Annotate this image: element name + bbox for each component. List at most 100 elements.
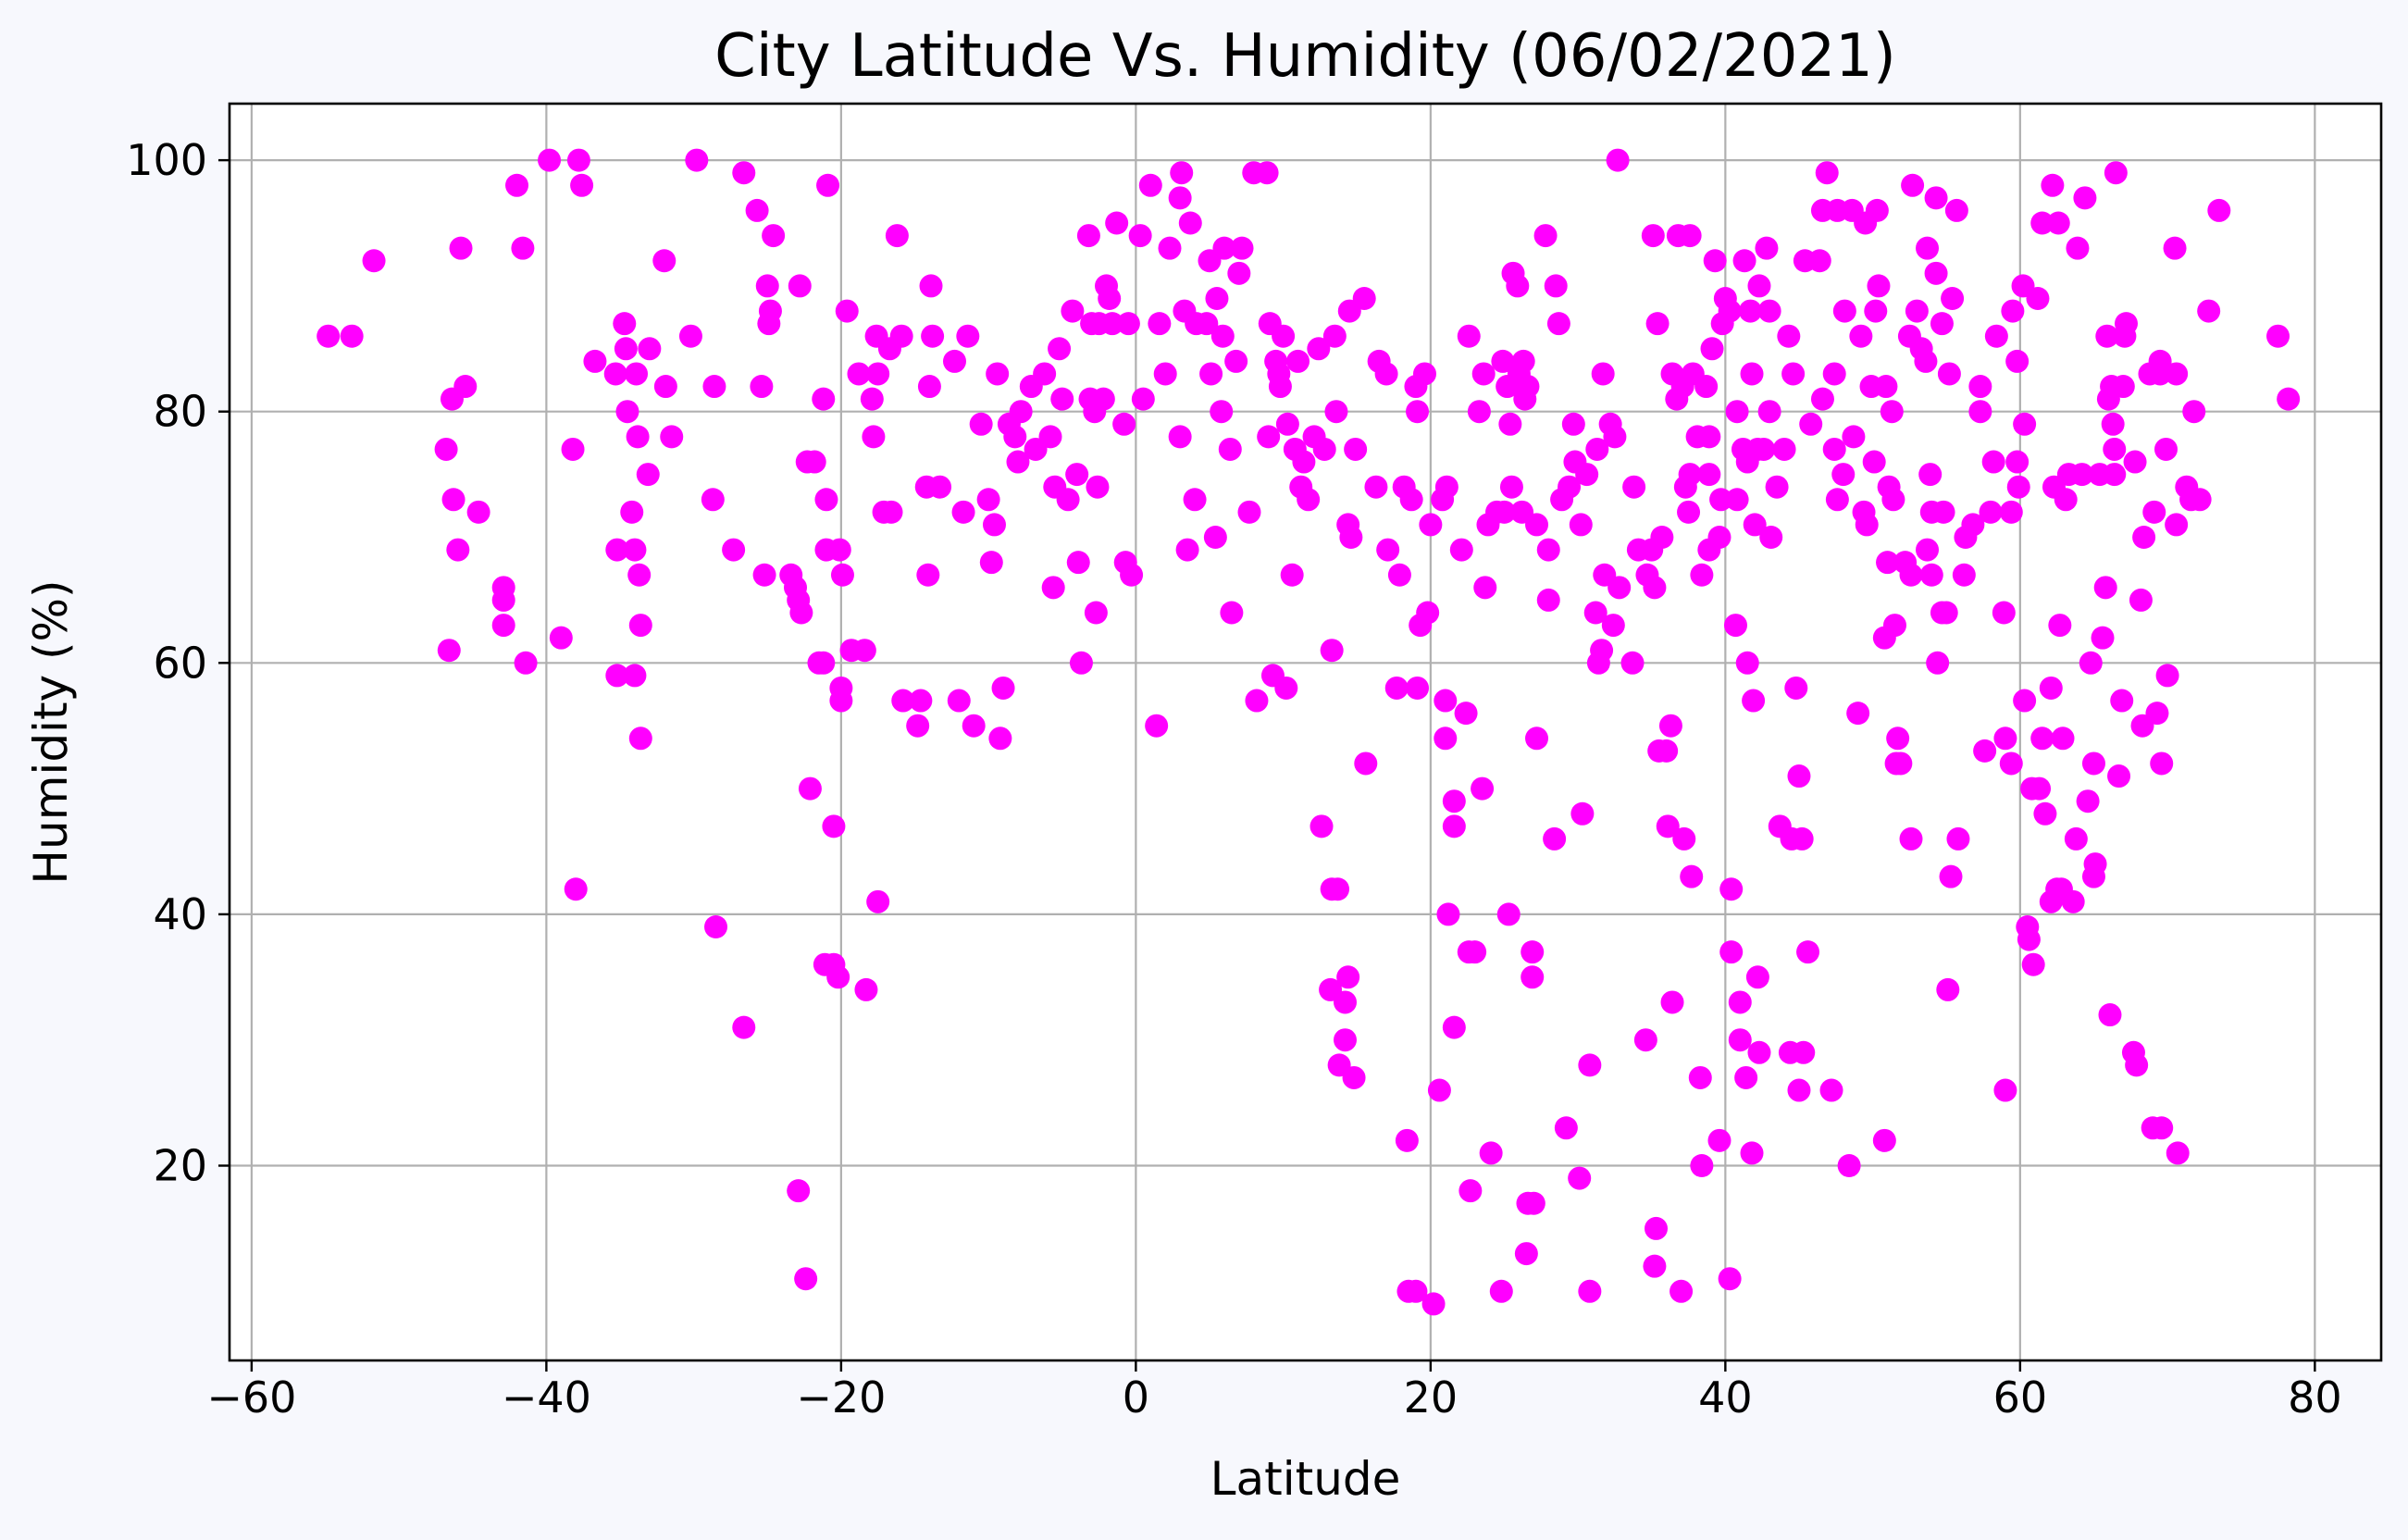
data-point (1601, 614, 1625, 638)
data-point (1297, 488, 1321, 512)
data-point (2048, 614, 2072, 638)
data-point (1690, 1154, 1714, 1178)
data-point (822, 814, 846, 838)
data-point (1436, 902, 1460, 926)
data-point (1227, 261, 1251, 285)
data-point (625, 362, 649, 386)
data-point (2150, 751, 2174, 776)
data-point (2013, 412, 2037, 436)
data-point (549, 626, 573, 650)
data-point (1499, 475, 1523, 499)
data-point (1506, 274, 1530, 298)
data-point (1979, 500, 2003, 524)
data-point (1326, 877, 1350, 901)
y-tick-label: 60 (153, 638, 207, 688)
data-point (583, 349, 607, 373)
data-point (1916, 538, 1940, 562)
data-point (2110, 689, 2134, 713)
data-point (1570, 801, 1595, 826)
data-point (2001, 299, 2025, 323)
data-point (1257, 425, 1281, 449)
data-point (1009, 400, 1033, 424)
data-point (1406, 400, 1430, 424)
data-point (453, 375, 478, 399)
data-point (660, 425, 684, 449)
data-point (441, 488, 465, 512)
data-point (1292, 450, 1316, 474)
data-point (1354, 751, 1378, 776)
data-points (317, 148, 2301, 1316)
data-point (1725, 400, 1749, 424)
data-point (829, 689, 853, 713)
data-point (1138, 173, 1162, 197)
data-point (1747, 1040, 1771, 1064)
data-point (1525, 727, 1549, 751)
data-point (1740, 1141, 1764, 1165)
data-point (928, 475, 952, 499)
data-point (449, 236, 473, 260)
data-point (789, 601, 813, 625)
data-point (1280, 563, 1304, 587)
data-point (2150, 1116, 2174, 1140)
data-point (1178, 211, 1202, 235)
data-point (2066, 236, 2090, 260)
data-point (1006, 450, 1030, 474)
data-point (511, 236, 535, 260)
data-point (826, 965, 850, 989)
data-point (1498, 412, 1522, 436)
data-point (1846, 702, 1870, 726)
data-point (758, 299, 782, 323)
data-point (1787, 1078, 1811, 1102)
data-point (2030, 727, 2054, 751)
data-point (1116, 312, 1140, 336)
data-point (2148, 362, 2172, 386)
data-point (1050, 387, 1074, 411)
data-point (1946, 826, 1970, 851)
data-point (847, 362, 871, 386)
data-point (1832, 299, 1856, 323)
data-point (1752, 437, 1776, 461)
data-point (812, 651, 836, 675)
data-point (1660, 990, 1684, 1014)
data-point (1755, 236, 1779, 260)
data-point (787, 1179, 811, 1203)
data-point (702, 375, 726, 399)
data-point (1434, 727, 1458, 751)
data-point (2101, 412, 2125, 436)
data-point (1880, 400, 1904, 424)
data-point (976, 488, 1000, 512)
data-point (1585, 437, 1609, 461)
data-point (1876, 551, 1900, 575)
data-point (1993, 727, 2017, 751)
data-point (1076, 224, 1100, 248)
data-point (1352, 286, 1376, 310)
data-point (1516, 375, 1540, 399)
data-point (1728, 1028, 1752, 1052)
data-point (1677, 500, 1701, 524)
data-point (1098, 286, 1122, 310)
data-point (1449, 538, 1473, 562)
data-point (1607, 576, 1632, 600)
data-point (1984, 324, 2008, 348)
data-point (1740, 362, 1764, 386)
data-point (678, 324, 702, 348)
data-point (1961, 513, 1985, 537)
data-point (1471, 362, 1496, 386)
data-point (340, 324, 364, 348)
data-point (1747, 274, 1771, 298)
data-point (1799, 412, 1823, 436)
x-axis-label: Latitude (1210, 1452, 1401, 1506)
data-point (2123, 450, 2147, 474)
data-point (2013, 689, 2037, 713)
data-point (1709, 488, 1733, 512)
data-point (1914, 349, 1938, 373)
data-point (762, 224, 786, 248)
data-point (2064, 826, 2088, 851)
data-point (446, 538, 470, 562)
data-point (991, 676, 1015, 700)
data-point (1041, 576, 1065, 600)
data-point (866, 889, 890, 913)
data-point (1622, 475, 1646, 499)
data-point (1700, 337, 1724, 361)
data-point (1218, 437, 1242, 461)
